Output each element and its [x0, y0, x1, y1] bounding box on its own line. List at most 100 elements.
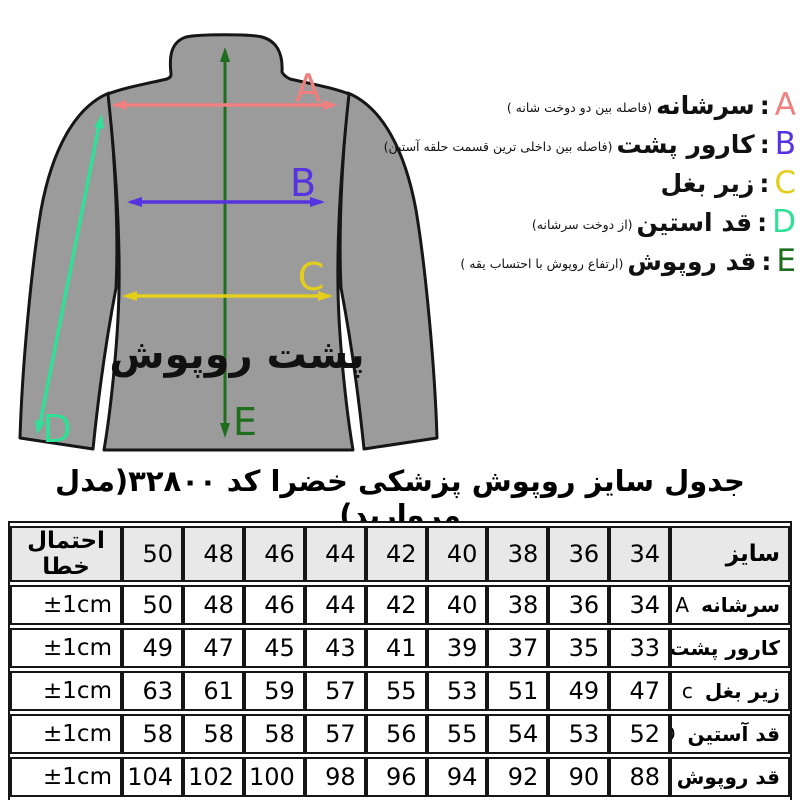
legend-term-a: سرشانه — [656, 91, 755, 120]
measurement-legend: A : سرشانه (فاصله بین دو دوخت شانه ) B :… — [376, 86, 796, 281]
coat-back-shape — [18, 33, 439, 452]
legend-item-a: A : سرشانه (فاصله بین دو دوخت شانه ) — [376, 86, 796, 125]
value-cell: 52 — [609, 714, 670, 754]
value-cell: 94 — [426, 757, 488, 797]
row-label-cell: قد آستین D — [670, 714, 790, 754]
error-cell: ±1cm — [10, 714, 122, 754]
table-title: جدول سایز روپوش پزشکی خضرا کد ۳۲۸۰۰(مدل … — [55, 464, 745, 532]
value-cell: 90 — [548, 757, 610, 797]
measure-arrow-c — [122, 291, 333, 301]
error-cell: ±1cm — [10, 628, 122, 668]
value-cell: 49 — [548, 671, 610, 711]
legend-letter-c: C — [774, 165, 796, 201]
size-col-header: 44 — [304, 526, 366, 582]
value-cell: 55 — [365, 671, 427, 711]
value-cell: 38 — [487, 585, 549, 625]
value-cell: 92 — [487, 757, 549, 797]
value-cell: 35 — [548, 628, 610, 668]
measure-label-e: E — [233, 400, 257, 444]
value-cell: 54 — [487, 714, 549, 754]
legend-note-a: (فاصله بین دو دوخت شانه ) — [506, 100, 653, 115]
size-table: سایز 34 36 38 40 42 44 46 48 50 احتمال خ… — [8, 521, 792, 800]
legend-item-c: C : زیر بغل — [376, 164, 796, 203]
value-cell: 53 — [426, 671, 488, 711]
size-col-header: 38 — [487, 526, 549, 582]
size-col-header: 40 — [426, 526, 488, 582]
error-cell: ±1cm — [10, 757, 122, 797]
legend-item-d: D : قد استین (از دوخت سرشانه) — [376, 203, 796, 242]
legend-note-d: (از دوخت سرشانه) — [531, 217, 633, 232]
measure-label-b: B — [290, 161, 316, 205]
legend-letter-a: A — [774, 87, 796, 123]
error-cell: ±1cm — [10, 585, 122, 625]
row-label-cell: سرشانه A — [670, 585, 790, 625]
size-col-header: 42 — [365, 526, 427, 582]
measure-label-a: A — [295, 66, 321, 110]
legend-item-b: B : کارور پشت (فاصله بین داخلی ترین قسمت… — [376, 125, 796, 164]
legend-term-b: کارور پشت — [616, 130, 755, 159]
table-row: سرشانه A 34 36 38 40 42 44 46 48 50 ±1cm — [10, 585, 790, 625]
legend-note-e: (ارتفاع روپوش با احتساب یقه ) — [460, 256, 624, 271]
value-cell: 55 — [426, 714, 488, 754]
legend-separator: : — [757, 208, 768, 237]
measure-arrow-d — [35, 114, 104, 435]
row-label-cell: زیر بغل c — [670, 671, 790, 711]
table-row: کارور پشتB 33 35 37 39 41 43 45 47 49 ±1… — [10, 628, 790, 668]
coat-back-caption: پشت روپوش — [109, 332, 364, 378]
legend-letter-b: B — [774, 126, 796, 162]
legend-term-d: قد استین — [636, 208, 753, 237]
value-cell: 47 — [609, 671, 670, 711]
row-letter: c — [681, 679, 693, 703]
legend-item-e: E : قد روپوش (ارتفاع روپوش با احتساب یقه… — [376, 242, 796, 281]
value-cell: 58 — [183, 714, 244, 754]
value-cell: 61 — [183, 671, 244, 711]
value-cell: 42 — [365, 585, 427, 625]
row-label-cell: قد روپوشE — [670, 757, 790, 797]
value-cell: 58 — [122, 714, 183, 754]
row-letter: D — [672, 722, 676, 746]
row-label: قد روپوش — [676, 765, 780, 789]
value-cell: 46 — [243, 585, 305, 625]
row-label: کارور پشت — [670, 636, 780, 660]
value-cell: 53 — [548, 714, 610, 754]
measure-arrow-e — [220, 47, 230, 438]
size-col-header: 46 — [243, 526, 305, 582]
legend-separator: : — [759, 91, 770, 120]
value-cell: 36 — [548, 585, 610, 625]
measure-label-d: D — [42, 407, 71, 451]
value-cell: 59 — [243, 671, 305, 711]
value-cell: 37 — [487, 628, 549, 668]
value-cell: 44 — [304, 585, 366, 625]
value-cell: 51 — [487, 671, 549, 711]
legend-letter-e: E — [776, 243, 796, 279]
measure-label-c: C — [298, 255, 325, 299]
value-cell: 56 — [365, 714, 427, 754]
legend-note-b: (فاصله بین داخلی ترین قسمت حلقه آستین) — [383, 139, 613, 154]
value-cell: 57 — [304, 671, 366, 711]
value-cell: 34 — [609, 585, 670, 625]
legend-separator: : — [759, 169, 770, 198]
row-label: زیر بغل — [704, 679, 780, 703]
value-cell: 96 — [365, 757, 427, 797]
error-cell: ±1cm — [10, 671, 122, 711]
table-row: قد آستین D 52 53 54 55 56 57 58 58 58 ±1c… — [10, 714, 790, 754]
value-cell: 40 — [426, 585, 488, 625]
value-cell: 49 — [122, 628, 183, 668]
value-cell: 57 — [304, 714, 366, 754]
value-cell: 47 — [183, 628, 244, 668]
value-cell: 102 — [183, 757, 244, 797]
size-header-cell: سایز — [670, 526, 790, 582]
error-header-cell: احتمال خطا — [10, 526, 122, 582]
value-cell: 39 — [426, 628, 488, 668]
value-cell: 63 — [122, 671, 183, 711]
value-cell: 88 — [609, 757, 670, 797]
legend-letter-d: D — [772, 204, 796, 240]
value-cell: 45 — [243, 628, 305, 668]
table-header-row: سایز 34 36 38 40 42 44 46 48 50 احتمال خ… — [10, 526, 790, 582]
value-cell: 58 — [243, 714, 305, 754]
measure-arrow-a — [111, 100, 338, 110]
row-label-cell: کارور پشتB — [670, 628, 790, 668]
table-row: زیر بغل c 47 49 51 53 55 57 59 61 63 ±1cm — [10, 671, 790, 711]
value-cell: 43 — [304, 628, 366, 668]
